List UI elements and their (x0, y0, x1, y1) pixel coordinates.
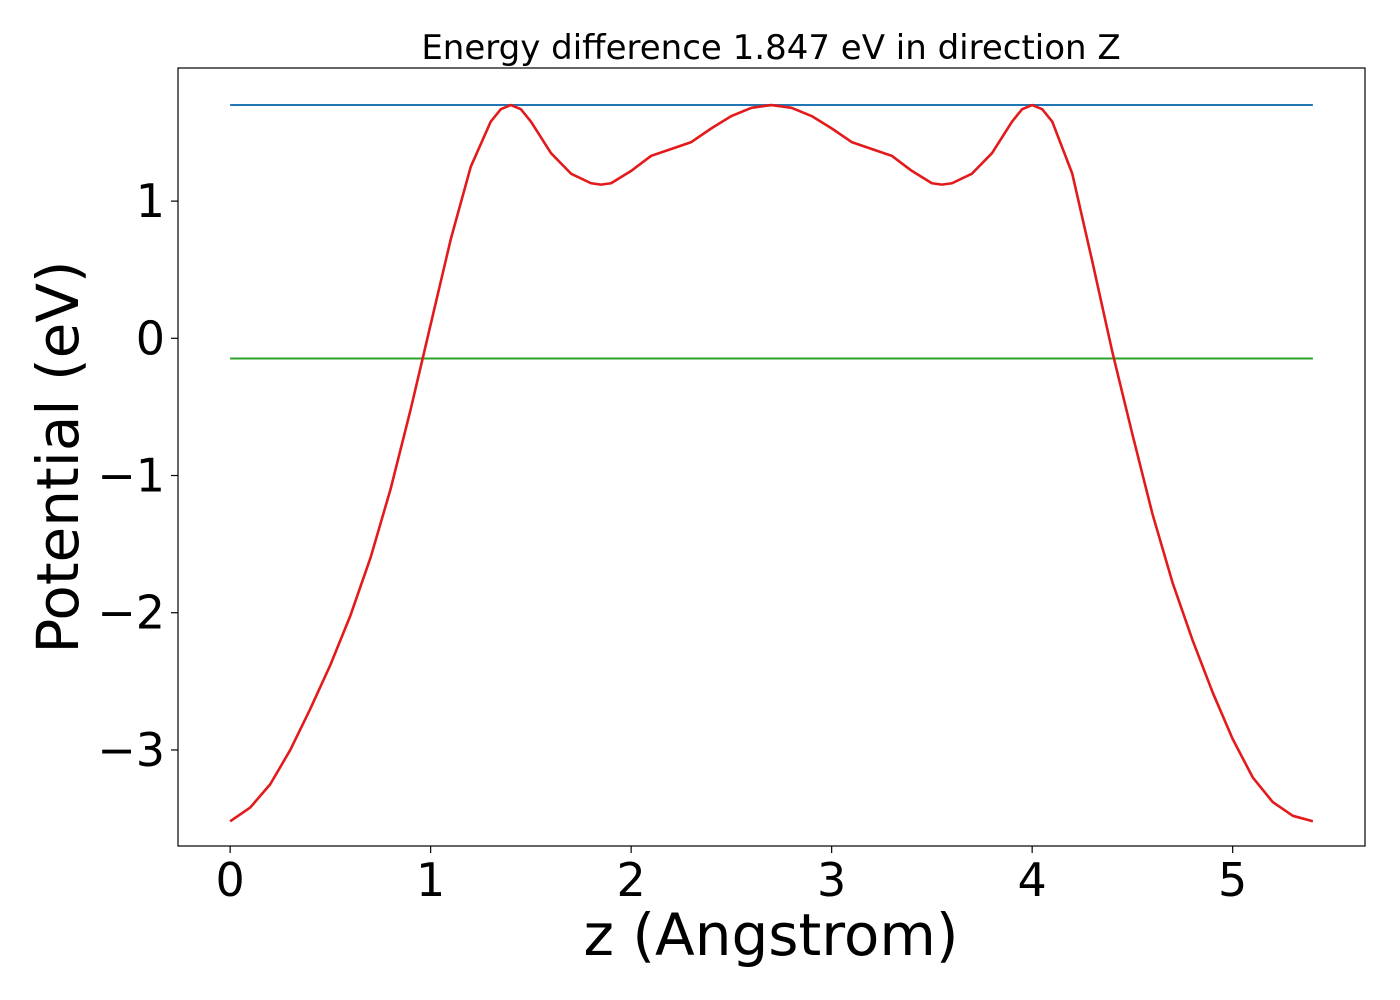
plot-frame (177, 67, 1366, 847)
y-tick-label: 1 (136, 174, 165, 228)
x-axis-label: z (Angstrom) (584, 901, 959, 969)
y-tick-label: −2 (97, 586, 165, 640)
x-tick-label: 4 (1018, 853, 1047, 907)
x-tick-label: 0 (215, 853, 244, 907)
y-tick-label: −1 (97, 449, 165, 503)
x-tick-label: 2 (617, 853, 646, 907)
x-tick-label: 1 (416, 853, 445, 907)
x-tick-label: 3 (817, 853, 846, 907)
x-tick-label: 5 (1218, 853, 1247, 907)
series-layer (229, 103, 1314, 823)
y-axis-ticks: −3 −2 −1 0 1 (97, 174, 178, 777)
y-tick-label: −3 (97, 723, 165, 777)
y-axis-label: Potential (eV) (24, 260, 92, 653)
chart-title: Energy difference 1.847 eV in direction … (421, 28, 1120, 68)
x-axis-ticks: 0 1 2 3 4 5 (215, 846, 1247, 907)
y-tick-label: 0 (136, 311, 165, 365)
potential-line (229, 103, 1314, 823)
